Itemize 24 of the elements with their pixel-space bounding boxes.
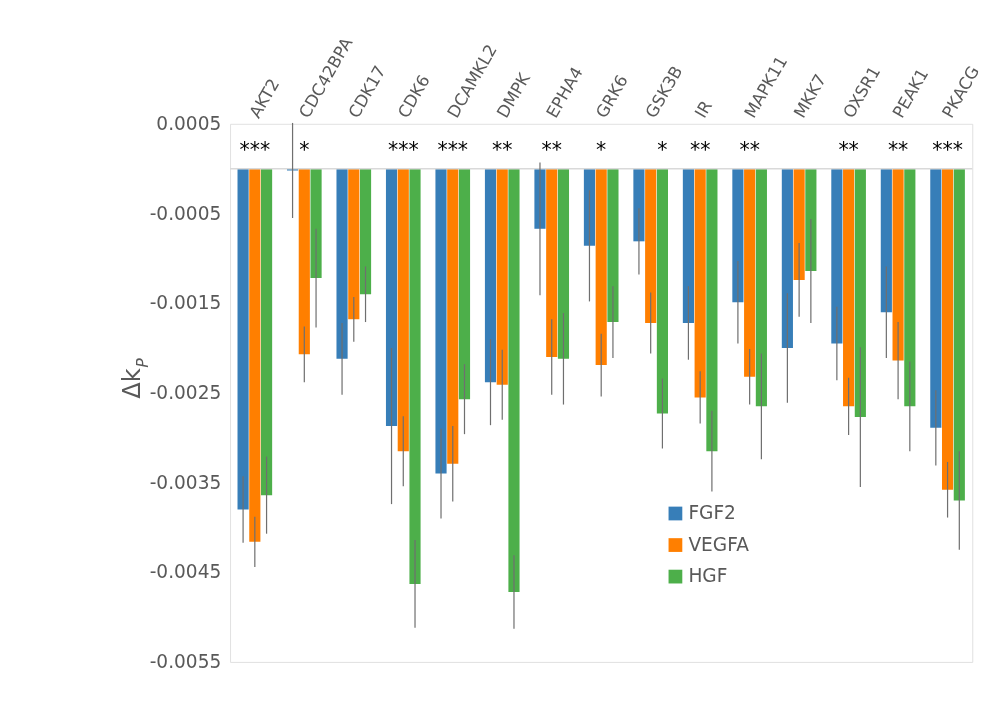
- annotation: *: [299, 138, 310, 163]
- x-tick-label: IR: [690, 96, 717, 122]
- y-tick-label: -0.0025: [149, 381, 222, 403]
- annotation: ***: [437, 138, 469, 163]
- y-tick-label: -0.0015: [149, 292, 222, 314]
- annotation: *: [596, 138, 607, 163]
- annotation: ***: [239, 138, 271, 163]
- legend-label: FGF2: [688, 502, 736, 524]
- annotation: **: [838, 138, 859, 163]
- annotation: ***: [387, 138, 419, 163]
- annotation: **: [541, 138, 562, 163]
- annotation: ***: [932, 138, 963, 163]
- annotation: *: [657, 138, 668, 163]
- y-tick-label: -0.0045: [149, 561, 222, 583]
- annotation: **: [739, 138, 760, 163]
- y-tick-label: -0.0055: [149, 650, 222, 672]
- legend-label: VEGFA: [688, 533, 750, 555]
- annotation: **: [689, 138, 711, 163]
- annotation: **: [492, 138, 513, 163]
- y-tick-label: 0.0005: [156, 112, 222, 134]
- legend-label: HGF: [688, 565, 728, 587]
- y-tick-label: -0.0035: [149, 471, 222, 493]
- annotation: **: [887, 138, 909, 163]
- y-tick-label: -0.0005: [149, 202, 222, 224]
